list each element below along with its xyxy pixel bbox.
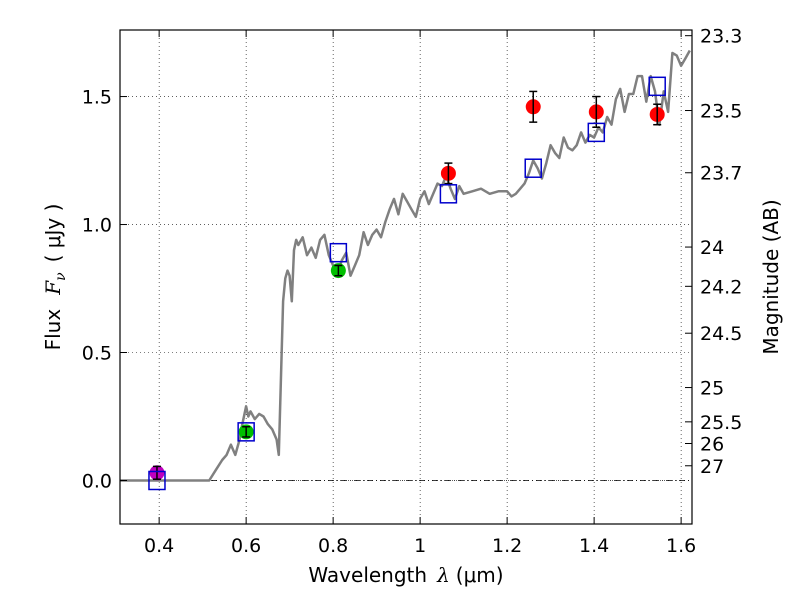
y2-tick-label: 25: [700, 378, 724, 400]
model-band-square: [439, 184, 458, 204]
plot-frame: [119, 29, 693, 525]
model-band-square: [237, 422, 255, 442]
x-tick-label: 0.6: [231, 535, 261, 557]
y-tick-label: 0.5: [82, 343, 112, 365]
y-axis-label: Flux Fν ( μJy ): [41, 204, 69, 351]
y-axis-label-unit: ( μJy ): [41, 204, 65, 263]
y-axis: 0.0 0.5 1.0 1.5: [82, 87, 127, 492]
y2-tick-label: 23.5: [700, 101, 742, 123]
y2-tick-label: 24: [700, 237, 724, 259]
model-photometry: [148, 76, 666, 491]
model-band-square: [587, 122, 606, 143]
x-tick-label: 1.2: [492, 535, 522, 557]
y2-tick-label: 25.5: [700, 412, 742, 434]
x-tick-label: 1.4: [579, 535, 609, 557]
spectrum-line: [120, 49, 691, 482]
y2-tick-label: 24.5: [700, 323, 742, 345]
x-tick-label: 1: [414, 535, 426, 557]
y2-tick-label: 23.7: [700, 163, 742, 185]
y2-tick-label: 26: [700, 434, 724, 456]
observed-point: [238, 424, 254, 440]
observed-point: [649, 103, 665, 126]
x-axis-label-symbol: λ: [436, 563, 450, 587]
observed-point: [525, 90, 541, 123]
y-tick-label: 1.0: [82, 215, 112, 237]
observed-point: [588, 95, 604, 129]
observed-point: [440, 162, 456, 185]
x-axis: 0.4 0.6 0.8 1 1.2 1.4 1.6: [144, 30, 696, 557]
observed-point: [149, 465, 165, 481]
model-spectrum: [120, 49, 691, 482]
x-tick-label: 0.4: [144, 535, 174, 557]
y-axis-label-sub: ν: [53, 272, 69, 281]
x-axis-label-prefix: Wavelength: [308, 563, 427, 587]
x-tick-label: 1.6: [666, 535, 696, 557]
x-tick-label: 0.8: [318, 535, 348, 557]
y2-tick-label: 23.3: [700, 26, 742, 48]
model-band-square: [148, 470, 166, 491]
model-band-square: [524, 158, 542, 178]
observed-points: [149, 90, 665, 481]
y-axis-label-prefix: Flux: [41, 309, 65, 351]
y-tick-label: 1.5: [82, 87, 112, 109]
x-axis-label-unit: (μm): [456, 563, 504, 587]
y2-axis-label: Magnitude (AB): [759, 199, 783, 354]
x-axis-label: Wavelength λ (μm): [308, 563, 503, 587]
y2-tick-label: 24.2: [700, 276, 742, 298]
plot-area: [120, 30, 692, 524]
y2-tick-label: 27: [700, 456, 724, 478]
y-axis-label-symbol: F: [41, 280, 65, 296]
observed-point: [330, 263, 346, 279]
model-band-square: [648, 76, 666, 97]
y-tick-label: 0.0: [82, 470, 112, 492]
model-band-square: [329, 242, 348, 263]
